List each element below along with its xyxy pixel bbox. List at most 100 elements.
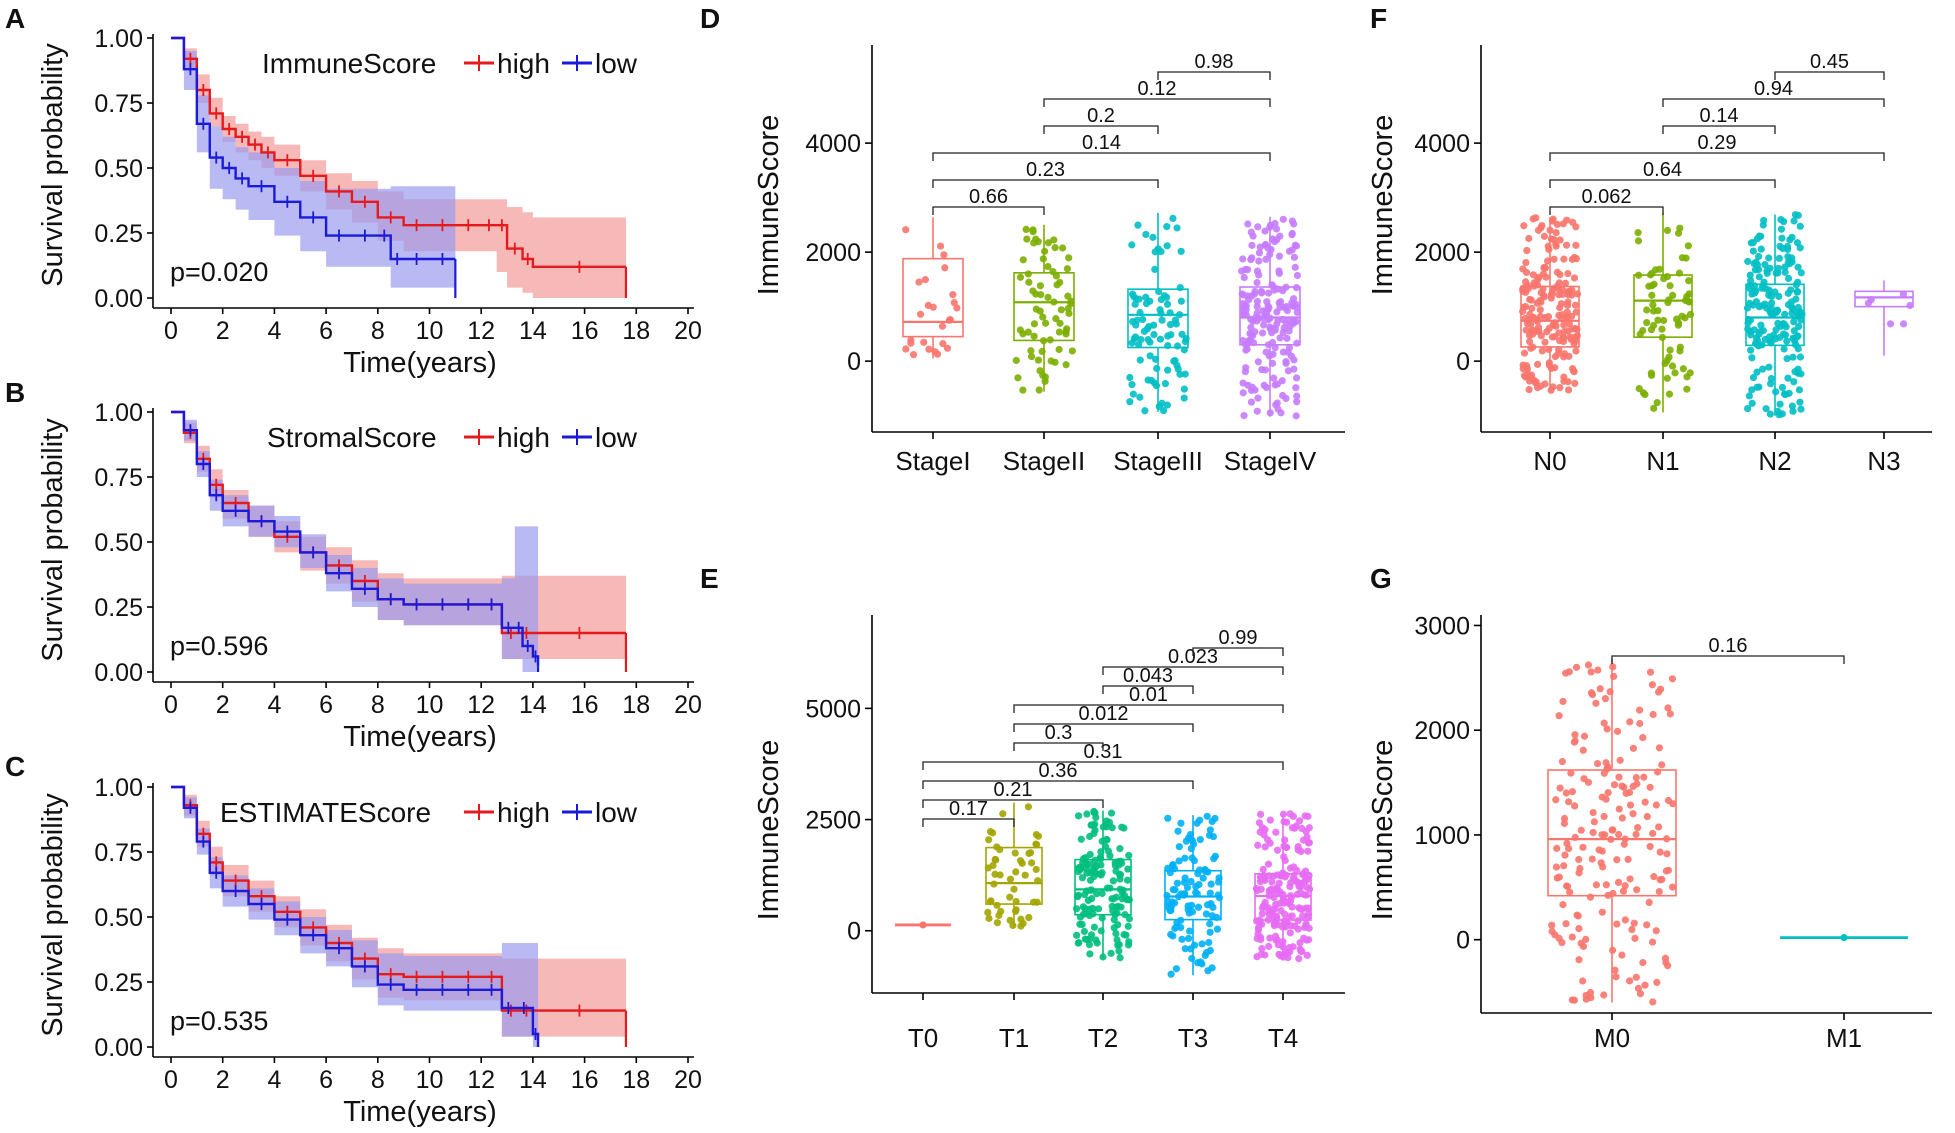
- x-axis-title: Time(years): [343, 721, 497, 753]
- data-point: [1555, 712, 1563, 720]
- data-point: [1110, 924, 1118, 932]
- comparison-pvalue: 0.16: [1709, 635, 1748, 657]
- data-point: [1273, 320, 1281, 328]
- data-point: [1128, 339, 1136, 347]
- data-point: [1618, 814, 1626, 822]
- data-point: [1268, 878, 1276, 886]
- data-point: [1086, 950, 1094, 958]
- data-point: [1639, 326, 1647, 335]
- data-point: [1531, 379, 1540, 387]
- data-point: [1303, 951, 1311, 960]
- x-tick-label: 6: [319, 1066, 333, 1094]
- data-point: [1292, 284, 1301, 292]
- data-point: [1128, 381, 1136, 389]
- data-point: [1775, 292, 1783, 301]
- data-point: [1123, 876, 1132, 884]
- data-point: [1142, 230, 1150, 239]
- data-point: [1012, 868, 1020, 876]
- data-point: [1256, 243, 1264, 251]
- data-point: [1120, 824, 1128, 832]
- data-point: [1760, 216, 1768, 225]
- data-point: [1626, 977, 1634, 985]
- data-point: [1265, 942, 1273, 950]
- data-point: [1794, 303, 1802, 312]
- data-point: [1036, 307, 1044, 315]
- data-point: [1522, 288, 1530, 296]
- km-data-layer: [171, 36, 628, 298]
- data-point: [1196, 835, 1204, 844]
- data-point: [1112, 893, 1120, 901]
- data-point: [1033, 841, 1041, 849]
- data-point: [1620, 783, 1628, 791]
- data-point: [1590, 818, 1598, 826]
- data-point: [1051, 244, 1059, 252]
- data-point: [1024, 328, 1032, 336]
- data-point: [1272, 828, 1280, 836]
- data-point: [1604, 789, 1612, 797]
- data-point: [1271, 344, 1279, 352]
- legend-label-low: low: [595, 797, 638, 828]
- data-point: [1794, 278, 1802, 286]
- data-point: [1096, 853, 1104, 862]
- x-tick-label: 18: [622, 317, 650, 345]
- km-plot-immunescore: ImmuneScore high low p=0.020 Time(years)…: [37, 25, 702, 379]
- data-point: [1522, 268, 1531, 277]
- y-tick-label: 0: [847, 348, 861, 376]
- y-tick-label: 0.00: [94, 659, 143, 687]
- data-point: [1280, 853, 1288, 861]
- data-point: [1592, 881, 1601, 889]
- data-point: [1683, 385, 1691, 393]
- x-tick-label: 2: [216, 691, 230, 719]
- data-point: [1797, 316, 1805, 324]
- x-tick-label: N1: [1646, 446, 1679, 476]
- x-tick-label: N2: [1758, 446, 1791, 476]
- comparison-pvalue: 0.36: [1039, 760, 1078, 782]
- x-tick-label: 14: [519, 317, 547, 345]
- data-point: [1164, 366, 1172, 374]
- data-point: [1540, 293, 1548, 301]
- data-point: [1615, 805, 1623, 813]
- data-point: [1032, 830, 1040, 839]
- data-point: [1194, 903, 1203, 911]
- data-point: [1125, 851, 1133, 860]
- data-point: [1279, 348, 1287, 356]
- data-point: [1136, 308, 1144, 317]
- data-point: [1090, 923, 1099, 931]
- legend-title: StromalScore: [267, 422, 437, 453]
- data-point: [1261, 843, 1269, 851]
- comparison-pvalue: 0.043: [1123, 665, 1173, 687]
- data-point: [1635, 384, 1643, 393]
- data-point: [1203, 812, 1211, 820]
- data-point: [1675, 269, 1684, 277]
- panel-label: F: [1370, 3, 1387, 34]
- data-point: [1024, 803, 1032, 811]
- data-point: [1606, 688, 1614, 696]
- data-point: [1017, 922, 1025, 930]
- data-point: [1646, 842, 1654, 851]
- data-point: [1109, 877, 1117, 885]
- data-point: [1173, 879, 1182, 887]
- data-point: [1293, 890, 1301, 898]
- x-tick-label: 20: [674, 1066, 702, 1094]
- data-point: [1570, 368, 1578, 376]
- data-point: [1266, 409, 1274, 417]
- data-point: [1030, 239, 1038, 247]
- data-point: [1278, 315, 1287, 324]
- data-point: [1261, 227, 1269, 235]
- comparison-bracket: [1043, 98, 1271, 107]
- data-point: [1587, 689, 1596, 697]
- data-point: [1206, 920, 1214, 928]
- data-point: [1299, 871, 1307, 879]
- data-point: [1169, 932, 1177, 940]
- y-tick-label: 1000: [1414, 822, 1470, 850]
- data-point: [1175, 843, 1183, 851]
- data-point: [1123, 896, 1131, 904]
- data-point: [1244, 381, 1252, 389]
- data-point: [1058, 244, 1067, 252]
- data-point: [1292, 384, 1300, 392]
- data-point: [924, 301, 932, 310]
- data-point: [1641, 390, 1649, 399]
- data-point: [1173, 224, 1181, 232]
- data-point: [1257, 287, 1266, 296]
- comparison-pvalue: 0.023: [1168, 646, 1218, 668]
